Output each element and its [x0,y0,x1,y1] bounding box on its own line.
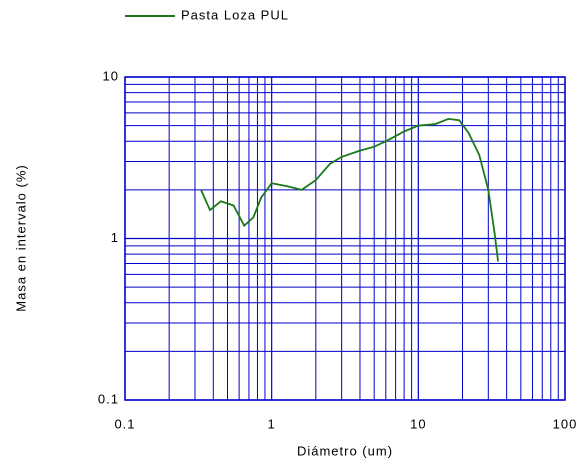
x-tick-label: 100 [553,416,578,431]
plot-frame [124,76,566,401]
x-tick-label: 1 [268,416,276,431]
y-tick-label: 0.1 [98,391,119,406]
data-line [200,117,499,262]
x-tick-label: 0.1 [114,416,135,431]
y-tick-label: 10 [103,68,119,83]
legend-label: Pasta Loza PUL [181,7,289,22]
x-axis-label: Diámetro (um) [297,443,393,458]
y-tick-label: 1 [111,230,119,245]
y-axis-label: Masa en intervalo (%) [13,164,28,311]
x-tick-label: 10 [410,416,426,431]
